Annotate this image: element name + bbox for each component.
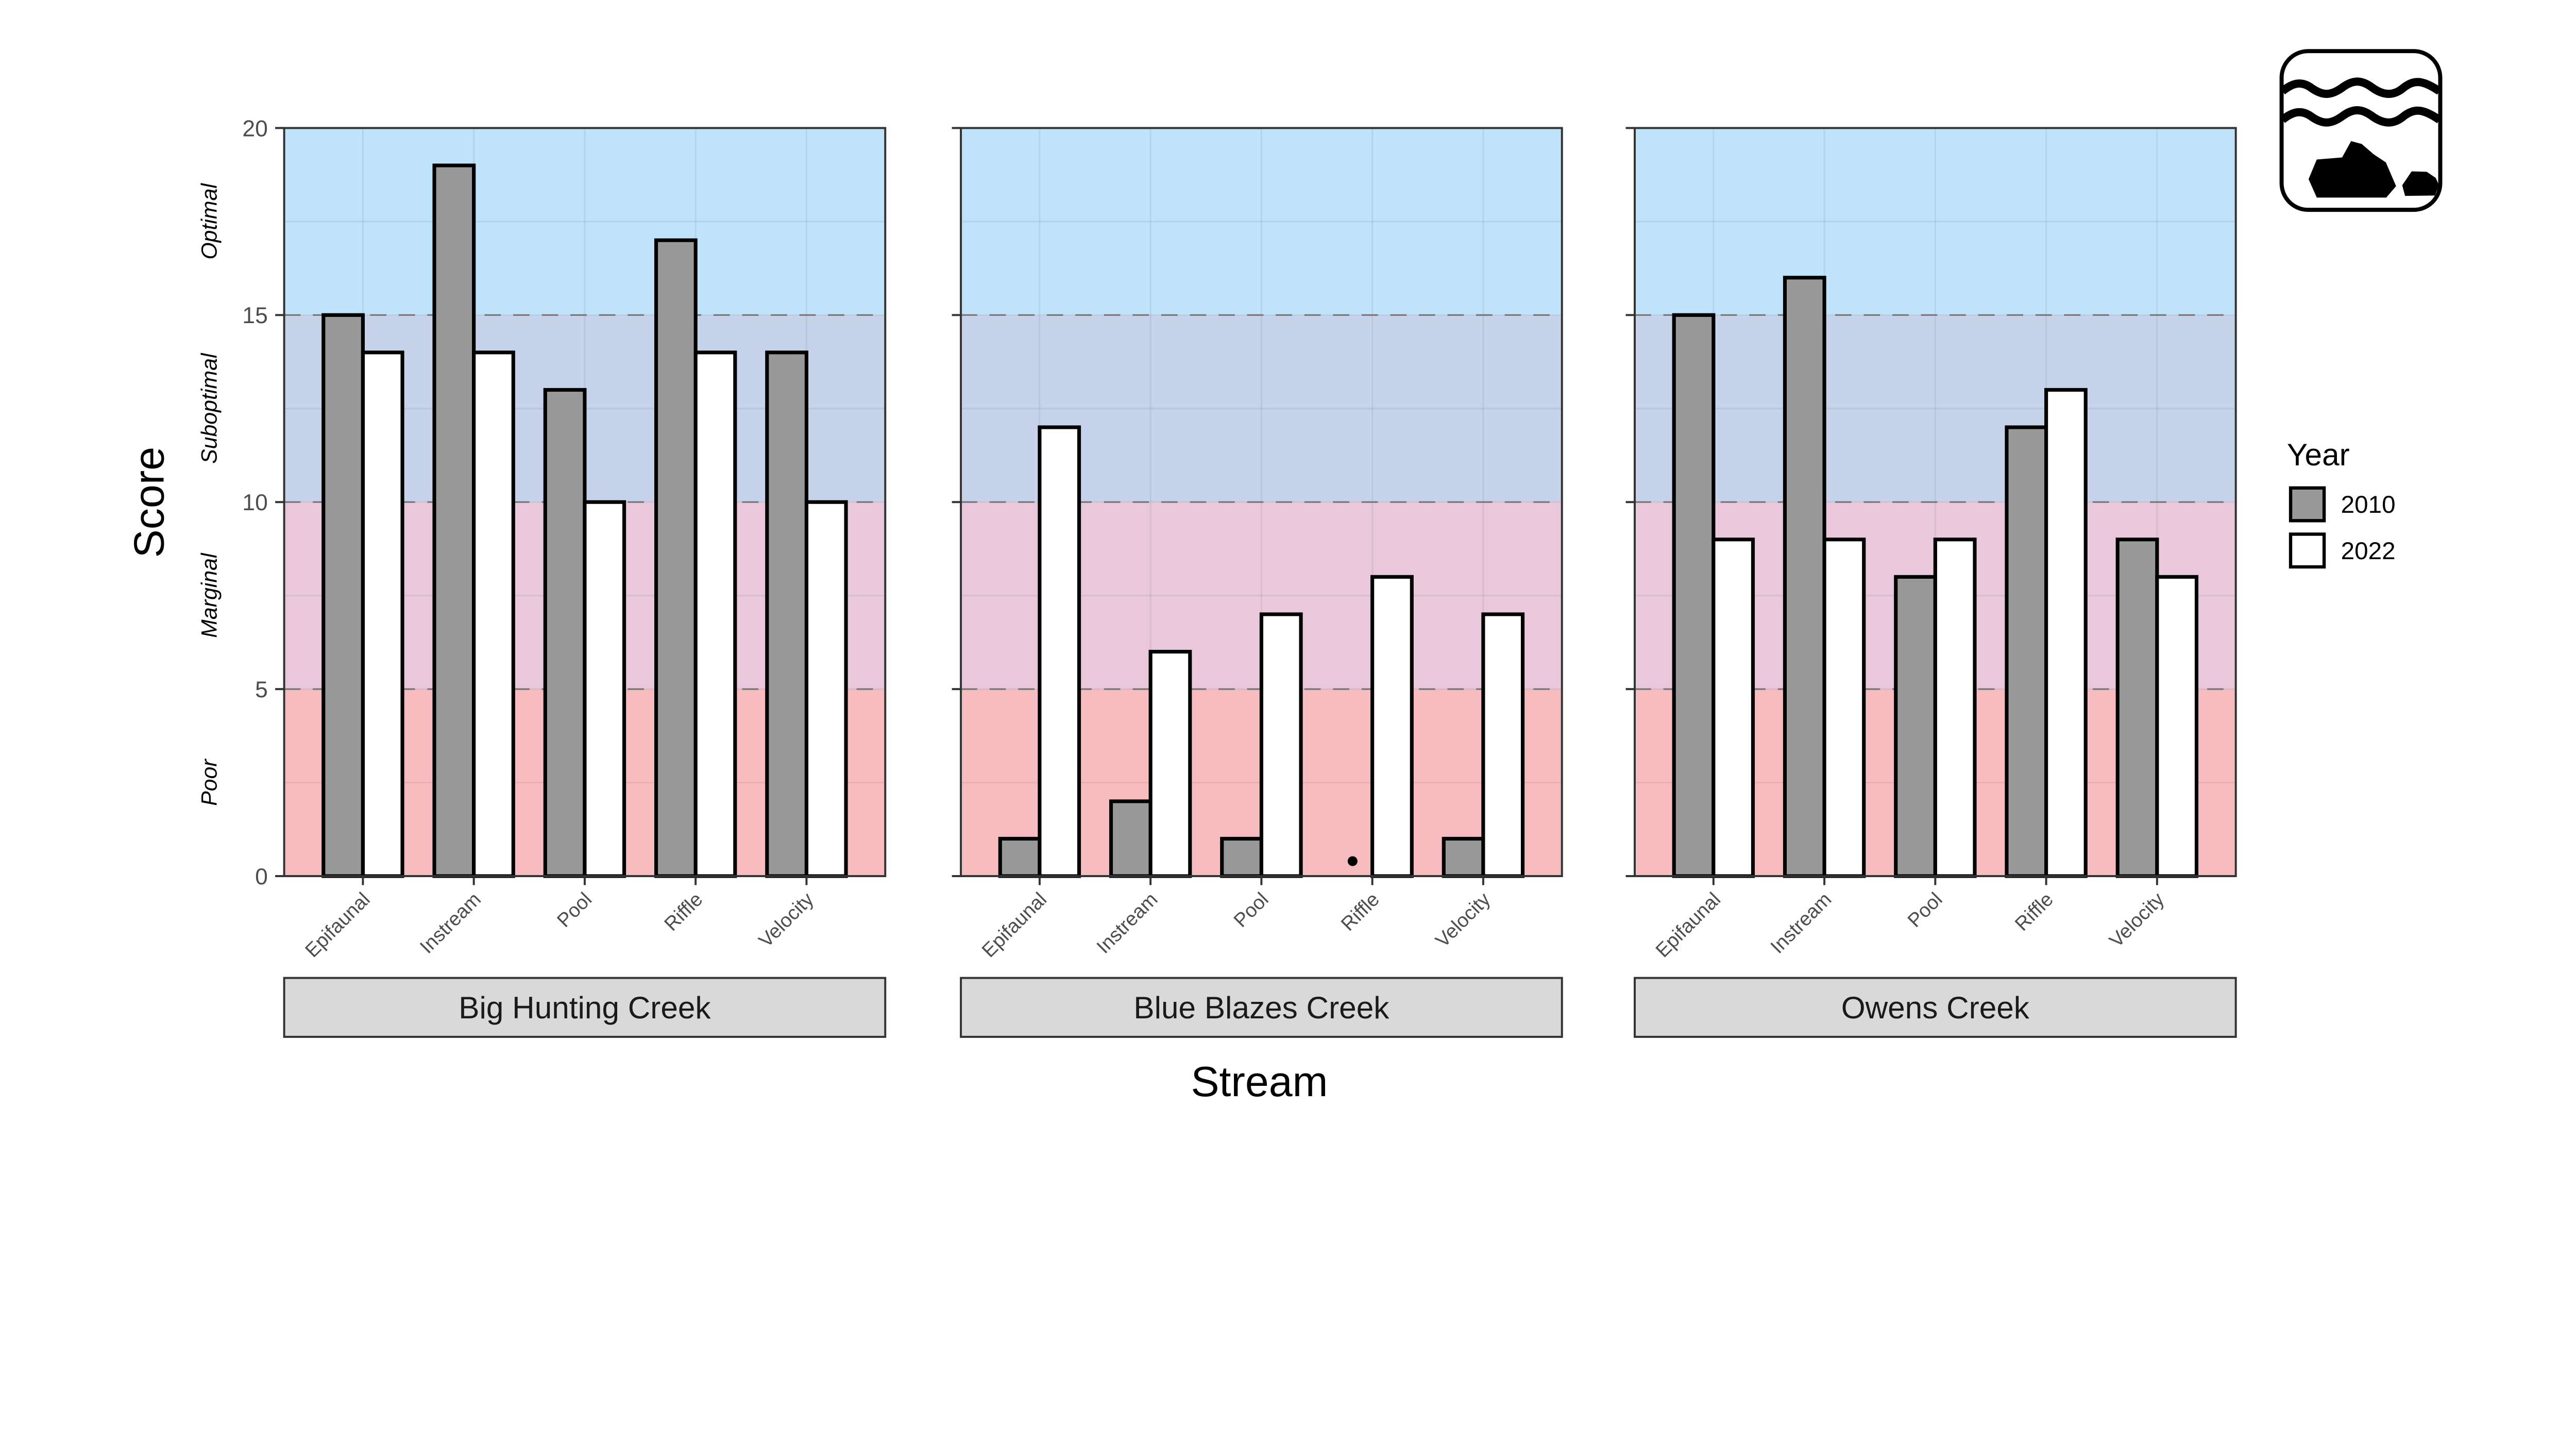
bar-2010-velocity [1442,836,1485,878]
y-tick-label: 15 [242,303,267,328]
x-axis-title: Stream [1191,1058,1328,1105]
chart: 0 5 10 15 20 Poor Marginal Suboptimal Optimal Epi… [125,49,2443,1105]
bar-2010-velocity [2115,538,2159,878]
x-tick-label: Velocity [755,888,818,951]
y-tick-label: 10 [242,490,267,515]
bar-2010-velocity [765,350,808,878]
bar-2022-velocity [804,500,848,878]
x-tick-label: Pool [1904,888,1947,932]
legend: Year 2010 2022 [2287,437,2396,569]
x-tick-label: Velocity [1432,888,1495,951]
x-tick-label: Epifaunal [1652,888,1725,962]
x-tick-label: Riffle [1337,888,1384,935]
bar-2010-pool [543,388,587,878]
band-optimal [961,128,1562,315]
band-label-marginal: Marginal [197,552,222,638]
bar-2022-riffle [1370,575,1414,878]
band-optimal [1635,128,2236,315]
x-tick-label: Riffle [2011,888,2058,935]
bar-2022-velocity [2155,575,2199,878]
bar-2022-instream [1822,538,1866,878]
bar-2022-pool [1259,612,1303,878]
bar-2022-epifaunal [361,350,404,878]
strip [283,977,887,1038]
bar-2022-riffle [2044,388,2088,878]
bar-2022-pool [1933,538,1977,878]
bar-2022-velocity [1481,612,1525,878]
bar-2022-pool [583,500,626,878]
panel-blue-blazes-creek: Epifaunal Instream Pool Riffle Velocity Blue … [952,127,1563,1038]
x-tick-label: Pool [1230,888,1273,932]
legend-label-2022: 2022 [2341,538,2396,565]
bar-2010-epifaunal [1672,313,1716,878]
bar-2010-instream [432,163,476,878]
bar-2010-riffle [2005,425,2048,878]
legend-key-2010 [2289,486,2326,523]
x-tick-label: Instream [416,888,485,958]
bar-2022-instream [472,350,515,878]
band-label-optimal: Optimal [197,183,222,260]
strip-label: Blue Blazes Creek [1133,990,1389,1025]
band-label-suboptimal: Suboptimal [197,353,222,464]
strip-label: Owens Creek [1841,990,2030,1025]
bar-2010-pool [1894,575,1937,878]
bar-2022-epifaunal [1038,425,1081,878]
bar-2010-epifaunal [321,313,365,878]
bar-2010-riffle [654,238,698,878]
band-suboptimal [1635,315,2236,502]
x-tick-label: Riffle [660,888,707,935]
x-tick-label: Velocity [2106,888,2168,951]
data-point [1347,856,1358,866]
y-tick-label: 20 [242,116,267,141]
bar-2022-epifaunal [1711,538,1755,878]
bar-2010-instream [1109,799,1153,878]
stream-habitat-icon [2279,49,2443,212]
legend-label-2010: 2010 [2341,491,2396,518]
x-tick-label: Pool [553,888,597,932]
y-axis-title: Score [125,447,173,558]
bar-2022-riffle [693,350,737,878]
bar-2010-pool [1220,836,1263,878]
legend-title: Year [2287,437,2350,472]
strip [960,977,1563,1038]
x-tick-label: Epifaunal [978,888,1051,962]
strip [1634,977,2237,1038]
y-tick-label: 0 [255,864,268,890]
x-tick-label: Epifaunal [301,888,375,962]
bar-2010-instream [1783,276,1826,878]
x-tick-label: Instream [1767,888,1836,958]
panel-big-hunting-creek: 0 5 10 15 20 Poor Marginal Suboptimal Optimal Epi… [197,116,887,1038]
x-tick-label: Instream [1093,888,1162,958]
legend-key-2022 [2289,532,2326,569]
band-label-poor: Poor [197,759,222,806]
y-tick-label: 5 [255,677,268,702]
bar-2022-instream [1148,649,1192,878]
panel-owens-creek: Epifaunal Instream Pool Riffle Velocity Owens… [1625,127,2237,1038]
strip-label: Big Hunting Creek [459,990,711,1025]
band-optimal [284,128,886,315]
bar-2010-epifaunal [998,836,1042,878]
